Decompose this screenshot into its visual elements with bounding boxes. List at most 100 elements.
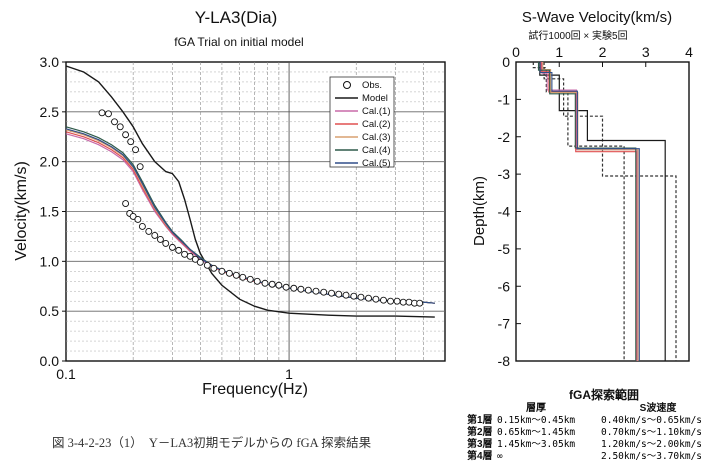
table-row: 第1層 0.15km～0.45km 0.40km/s～0.65km/s	[467, 413, 702, 426]
y-tick-label: -3	[498, 166, 511, 182]
observed-point	[268, 280, 276, 288]
observed-point	[297, 285, 305, 293]
observed-point	[105, 110, 112, 118]
layer-name: 第4層	[467, 449, 493, 462]
layer-thickness: 1.45km～3.05km	[497, 439, 575, 450]
figure-caption: 図 3-4-2-23（1） Y－LA3初期モデルからの fGA 探索結果	[52, 435, 372, 450]
observed-point	[253, 277, 261, 285]
observed-point	[168, 243, 176, 251]
y-tick-label: 0	[502, 54, 510, 70]
observed-point	[186, 252, 194, 260]
layer-name: 第1層	[467, 413, 493, 426]
observed-point	[399, 298, 407, 306]
observed-point	[372, 295, 380, 303]
velocity-profile-line	[537, 62, 637, 361]
layer-thickness: 0.65km～1.45km	[497, 427, 575, 438]
y-tick-label: 0.0	[40, 353, 60, 369]
search-range-title: fGA探索範囲	[569, 387, 639, 402]
layer-name: 第3層	[467, 437, 493, 450]
observed-point	[191, 255, 199, 263]
observed-point	[134, 216, 142, 223]
dispersion-y-label: Velocity(km/s)	[13, 161, 30, 261]
observed-point	[116, 123, 124, 131]
observed-point	[320, 288, 328, 296]
x-tick-label: 0	[512, 44, 520, 60]
x-tick-label: 3	[642, 44, 650, 60]
observed-point	[246, 275, 254, 283]
x-tick-label: 4	[685, 44, 693, 60]
observed-point	[261, 279, 269, 287]
observed-point	[342, 291, 350, 299]
y-tick-label: 1.5	[40, 204, 60, 220]
velocity-profile-line	[540, 62, 637, 361]
y-tick-label: 2.0	[40, 154, 60, 170]
layer-velocity: 0.40km/s～0.65km/s	[601, 415, 702, 426]
observed-point	[203, 261, 211, 269]
x-tick-label: 1	[555, 44, 563, 60]
layer-velocity: 2.50km/s～3.70km/s	[601, 451, 702, 462]
velocity-profile-lines	[532, 62, 677, 361]
observed-point	[239, 273, 247, 281]
observed-point	[350, 292, 358, 300]
observed-point	[405, 298, 413, 306]
observed-point	[151, 231, 159, 239]
observed-point	[225, 269, 233, 277]
observed-point	[162, 239, 170, 247]
layer-thickness: ∞	[497, 451, 503, 462]
y-tick-label: -5	[498, 241, 511, 257]
observed-point	[156, 235, 164, 243]
x-tick-label: 2	[599, 44, 607, 60]
observed-point	[328, 289, 335, 297]
y-tick-label: -2	[498, 129, 511, 145]
velocity-profile-y-label: Depth(km)	[471, 176, 488, 246]
legend-marker	[343, 81, 351, 89]
search-range-header-thickness: 層厚	[526, 402, 546, 414]
y-tick-label: -6	[498, 278, 511, 294]
observed-point	[304, 286, 312, 294]
series-line	[65, 65, 435, 318]
legend-box	[329, 76, 395, 168]
observed-point	[175, 246, 183, 254]
layer-velocity: 0.70km/s～1.10km/s	[601, 427, 702, 438]
observed-point	[196, 258, 204, 266]
table-row: 第2層 0.65km～1.45km 0.70km/s～1.10km/s	[467, 425, 702, 438]
dispersion-chart: Y-LA3(Dia) fGA Trial on initial model 0.…	[13, 8, 446, 398]
dispersion-legend: Obs. Model Cal.(1) Cal.(2) Cal.(3) Cal.(4) Cal…	[329, 76, 395, 169]
legend-label: Obs.	[362, 80, 382, 91]
observed-point	[357, 293, 365, 301]
observed-point	[275, 281, 283, 289]
y-tick-label: 2.5	[40, 104, 60, 120]
search-range-table: fGA探索範囲 層厚 S波速度 第1層 0.15km～0.45km 0.40km…	[467, 387, 702, 462]
dispersion-ticks: 0.0 0.5 1.0 1.5 2.0 2.5 3.0 0.1 1	[40, 54, 294, 382]
observed-point	[129, 213, 137, 220]
observed-point	[393, 297, 401, 305]
x-tick-label: 0.1	[56, 366, 76, 382]
dispersion-x-label: Frequency(Hz)	[202, 381, 308, 398]
y-tick-label: -7	[498, 316, 511, 332]
observed-point	[122, 131, 130, 139]
legend-label: Cal.(3)	[362, 132, 391, 143]
dispersion-chart-subtitle: fGA Trial on initial model	[174, 35, 303, 49]
velocity-profile-line	[539, 62, 640, 361]
observed-point	[111, 118, 118, 126]
legend-label: Cal.(4)	[362, 145, 391, 156]
layer-thickness: 0.15km～0.45km	[497, 415, 575, 426]
observed-point	[122, 200, 130, 207]
velocity-profile-title: S-Wave Velocity(km/s)	[522, 9, 672, 26]
x-tick-label: 1	[285, 366, 293, 382]
observed-point	[282, 283, 290, 291]
observed-point	[335, 290, 343, 298]
y-tick-label: -4	[498, 204, 511, 220]
table-row: 第4層 ∞ 2.50km/s～3.70km/s	[467, 449, 702, 462]
legend-label: Model	[362, 93, 388, 104]
observed-point	[416, 299, 424, 307]
layer-velocity: 1.20km/s～2.00km/s	[601, 439, 702, 450]
velocity-profile-ticks: 0 1 2 3 4 0 -1 -2 -3 -4 -5 -6 -7 -8	[498, 44, 694, 369]
observed-point	[387, 297, 394, 305]
layer-name: 第2層	[467, 425, 493, 438]
legend-label: Cal.(1)	[362, 106, 391, 117]
dispersion-observed-points	[98, 109, 424, 307]
observed-point	[127, 138, 135, 146]
velocity-profile-line	[542, 62, 639, 361]
search-range-header-velocity: S波速度	[640, 401, 678, 414]
